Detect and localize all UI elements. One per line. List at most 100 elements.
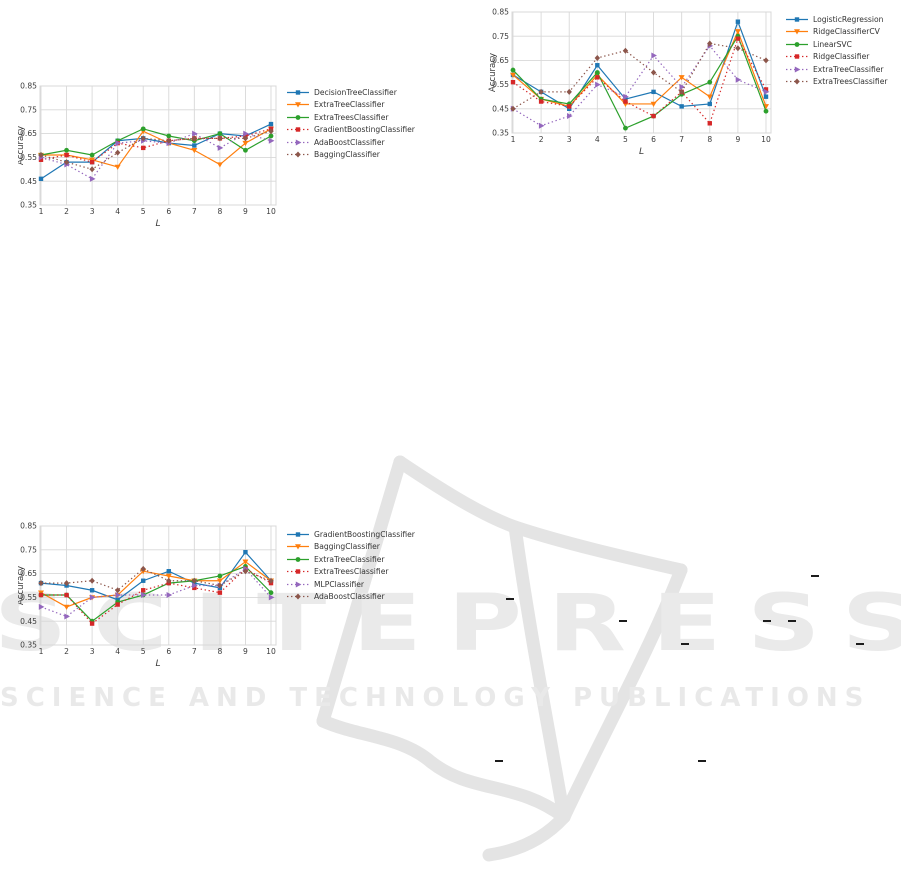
legend-line-marker-icon (287, 544, 309, 550)
svg-text:0.65: 0.65 (492, 56, 509, 65)
legend-bottom-left: GradientBoostingClassifier BaggingClassif… (287, 530, 415, 604)
svg-text:0.65: 0.65 (20, 569, 37, 578)
legend-label: ExtraTreeClassifier (314, 554, 385, 564)
legend-line-marker-icon (287, 102, 309, 108)
svg-text:0.55: 0.55 (492, 80, 509, 89)
legend-line-marker-icon (287, 593, 309, 600)
svg-text:L: L (155, 658, 160, 669)
legend-entry: LinearSVC (786, 40, 888, 49)
legend-entry: ExtraTreesClassifier (786, 77, 888, 86)
svg-text:1: 1 (39, 647, 44, 656)
stray-dash-mark (788, 620, 796, 622)
legend-line-marker-icon (786, 17, 808, 22)
legend-line-marker-icon (786, 66, 808, 73)
stray-dash-mark (495, 760, 503, 762)
legend-label: MLPClassifier (314, 579, 365, 589)
svg-text:4: 4 (595, 135, 600, 144)
legend-line-marker-icon (786, 41, 808, 47)
legend-entry: AdaBoostClassifier (287, 592, 415, 601)
legend-label: BaggingClassifier (314, 542, 380, 552)
svg-text:6: 6 (166, 207, 171, 216)
svg-text:8: 8 (217, 207, 222, 216)
svg-text:3: 3 (567, 135, 572, 144)
stray-dash-mark (698, 760, 706, 762)
stray-dash-mark (681, 643, 689, 645)
legend-entry: LogisticRegression (786, 15, 888, 24)
legend-label: RidgeClassifierCV (813, 27, 880, 37)
legend-line-marker-icon (786, 54, 808, 59)
legend-line-marker-icon (786, 29, 808, 35)
legend-entry: AdaBoostClassifier (287, 138, 415, 147)
legend-label: LinearSVC (813, 39, 852, 49)
legend-label: ExtraTreeClassifier (314, 100, 385, 110)
legend-label: RidgeClassifier (813, 52, 870, 62)
svg-text:10: 10 (761, 135, 771, 144)
legend-entry: ExtraTreeClassifier (287, 555, 415, 564)
svg-text:9: 9 (243, 647, 248, 656)
legend-entry: GradientBoostingClassifier (287, 125, 415, 134)
legend-line-marker-icon (287, 556, 309, 562)
stray-dash-mark (506, 598, 514, 600)
legend-entry: ExtraTreeClassifier (287, 100, 415, 109)
legend-line-marker-icon (287, 581, 309, 588)
svg-text:2: 2 (64, 647, 69, 656)
svg-text:4: 4 (115, 207, 120, 216)
svg-text:0.65: 0.65 (20, 129, 37, 138)
svg-text:10: 10 (266, 647, 276, 656)
legend-line-marker-icon (287, 569, 309, 574)
svg-text:5: 5 (141, 207, 146, 216)
watermark-small-text: SCIENCE AND TECHNOLOGY PUBLICATIONS (0, 683, 871, 713)
legend-line-marker-icon (287, 127, 309, 132)
legend-entry: MLPClassifier (287, 580, 415, 589)
svg-text:3: 3 (90, 207, 95, 216)
svg-text:0.55: 0.55 (20, 593, 37, 602)
legend-label: AdaBoostClassifier (314, 591, 385, 601)
svg-text:0.45: 0.45 (20, 617, 37, 626)
svg-text:Accuracy: Accuracy (18, 566, 26, 605)
legend-entry: RidgeClassifierCV (786, 27, 888, 36)
legend-entry: ExtraTreesClassifier (287, 567, 415, 576)
svg-text:0.75: 0.75 (20, 105, 37, 114)
stray-dash-mark (763, 620, 771, 622)
svg-text:5: 5 (623, 135, 628, 144)
svg-text:Accuracy: Accuracy (18, 126, 26, 165)
legend-label: AdaBoostClassifier (314, 137, 385, 147)
svg-text:Accuracy: Accuracy (488, 53, 498, 92)
svg-text:1: 1 (39, 207, 44, 216)
legend-line-marker-icon (287, 151, 309, 158)
svg-text:0.35: 0.35 (20, 201, 37, 210)
legend-label: ExtraTreeClassifier (813, 64, 884, 74)
svg-text:0.85: 0.85 (20, 522, 37, 531)
legend-line-marker-icon (287, 90, 309, 95)
legend-entry: ExtraTreesClassifier (287, 113, 415, 122)
legend-label: GradientBoostingClassifier (314, 530, 415, 539)
svg-text:2: 2 (539, 135, 544, 144)
legend-entry: ExtraTreeClassifier (786, 65, 888, 74)
svg-text:2: 2 (64, 207, 69, 216)
svg-text:L: L (639, 146, 644, 155)
svg-text:0.85: 0.85 (492, 8, 509, 17)
svg-text:6: 6 (651, 135, 656, 144)
svg-text:7: 7 (192, 647, 197, 656)
legend-line-marker-icon (287, 114, 309, 120)
stray-dash-mark (811, 575, 819, 577)
watermark-big-text: SCITEPRESS (0, 579, 901, 669)
legend-label: GradientBoostingClassifier (314, 125, 415, 135)
accuracy-chart-top-left: 0.85 0.75 0.65 0.55 0.45 0.351 2 3 4 5 6 7 8 9 10 Accur… (18, 82, 277, 229)
legend-label: ExtraTreesClassifier (314, 112, 389, 122)
legend-entry: DecisionTreeClassifier (287, 88, 415, 97)
legend-entry: GradientBoostingClassifier (287, 530, 415, 539)
legend-label: ExtraTreesClassifier (314, 567, 389, 577)
svg-text:0.45: 0.45 (20, 177, 37, 186)
svg-text:9: 9 (243, 207, 248, 216)
stray-dash-mark (619, 620, 627, 622)
legend-line-marker-icon (287, 532, 309, 537)
svg-text:5: 5 (141, 647, 146, 656)
accuracy-chart-top-right: 0.85 0.75 0.65 0.55 0.45 0.351 2 3 4 5 6 7 8 9 10 Accur… (488, 8, 772, 155)
legend-label: LogisticRegression (813, 15, 884, 24)
svg-text:0.55: 0.55 (20, 153, 37, 162)
svg-text:0.75: 0.75 (20, 545, 37, 554)
